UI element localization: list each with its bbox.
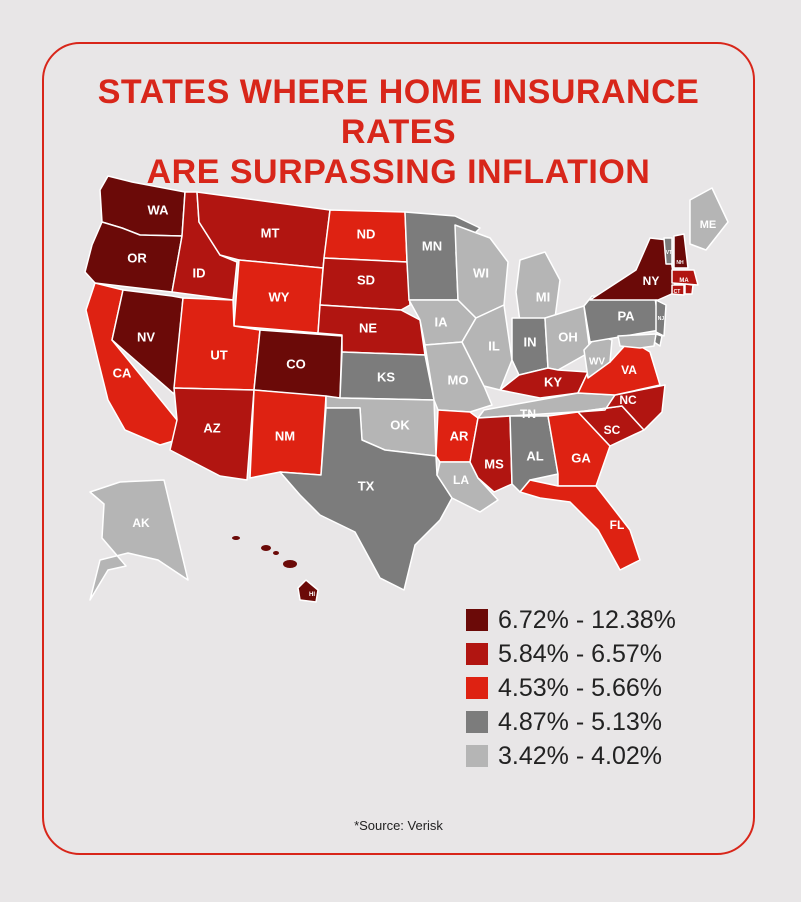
state-fl bbox=[519, 479, 641, 571]
legend-label: 6.72% - 12.38% bbox=[498, 605, 676, 634]
legend-label: 4.53% - 5.66% bbox=[498, 673, 662, 702]
state-label-me: ME bbox=[700, 219, 717, 231]
state-label-ne: NE bbox=[359, 321, 377, 336]
state-vt bbox=[663, 237, 673, 265]
hawaii-island bbox=[283, 560, 297, 568]
state-label-az: AZ bbox=[203, 421, 220, 436]
state-label-co: CO bbox=[286, 357, 306, 372]
state-label-va: VA bbox=[621, 363, 637, 377]
state-label-ak: AK bbox=[132, 516, 150, 530]
legend-item-tier1: 6.72% - 12.38% bbox=[466, 603, 676, 637]
state-label-ct: CT bbox=[674, 289, 681, 295]
state-mi bbox=[515, 251, 561, 323]
state-label-ga: GA bbox=[571, 451, 591, 466]
state-ny bbox=[589, 237, 677, 301]
state-label-nc: NC bbox=[619, 393, 637, 407]
state-me bbox=[689, 187, 729, 251]
state-label-mi: MI bbox=[536, 290, 550, 305]
state-oh bbox=[544, 305, 591, 371]
state-label-tn: TN bbox=[520, 407, 536, 421]
state-label-il: IL bbox=[488, 339, 500, 354]
state-label-nd: ND bbox=[357, 227, 376, 242]
legend-label: 5.84% - 6.57% bbox=[498, 639, 662, 668]
state-va bbox=[577, 339, 661, 396]
hawaii-island bbox=[273, 551, 279, 555]
legend-item-tier4: 4.87% - 5.13% bbox=[466, 705, 676, 739]
state-label-vt: VT bbox=[666, 250, 672, 256]
state-label-or: OR bbox=[127, 251, 147, 266]
state-label-ms: MS bbox=[484, 457, 504, 472]
state-label-al: AL bbox=[526, 449, 543, 464]
state-label-ky: KY bbox=[544, 375, 562, 390]
state-label-mn: MN bbox=[422, 239, 442, 254]
legend-swatch bbox=[466, 745, 488, 767]
legend-item-tier2: 5.84% - 6.57% bbox=[466, 637, 676, 671]
state-label-tx: TX bbox=[358, 479, 375, 494]
state-label-sc: SC bbox=[604, 423, 621, 437]
state-label-mo: MO bbox=[448, 373, 469, 388]
map-title: STATES WHERE HOME INSURANCE RATES ARE SU… bbox=[42, 72, 755, 192]
state-ak bbox=[89, 479, 189, 601]
state-ky bbox=[499, 367, 589, 399]
state-label-la: LA bbox=[453, 473, 469, 487]
state-label-ny: NY bbox=[643, 274, 660, 288]
state-label-nv: NV bbox=[137, 330, 155, 345]
state-label-wv: WV bbox=[589, 357, 605, 368]
state-label-ks: KS bbox=[377, 370, 395, 385]
hawaii-island bbox=[261, 545, 271, 551]
state-label-oh: OH bbox=[558, 330, 578, 345]
state-label-ar: AR bbox=[450, 429, 469, 444]
card-frame bbox=[42, 42, 755, 855]
legend-swatch bbox=[466, 711, 488, 733]
state-sd bbox=[319, 257, 411, 311]
state-label-ca: CA bbox=[113, 366, 132, 381]
state-label-nh: NH bbox=[676, 260, 684, 266]
legend-label: 3.42% - 4.02% bbox=[498, 741, 662, 770]
legend-item-tier5: 3.42% - 4.02% bbox=[466, 739, 676, 773]
title-line-2: ARE SURPASSING INFLATION bbox=[146, 153, 651, 191]
state-label-wy: WY bbox=[269, 290, 290, 305]
state-label-in: IN bbox=[524, 335, 537, 350]
state-tx bbox=[279, 407, 453, 591]
source-note: *Source: Verisk bbox=[354, 818, 443, 833]
state-label-id: ID bbox=[193, 266, 206, 281]
legend-swatch bbox=[466, 643, 488, 665]
legend-swatch bbox=[466, 677, 488, 699]
hawaii-island bbox=[232, 536, 240, 540]
state-label-wa: WA bbox=[148, 203, 170, 218]
title-line-1: STATES WHERE HOME INSURANCE RATES bbox=[97, 73, 700, 151]
state-label-ut: UT bbox=[210, 348, 227, 363]
state-label-sd: SD bbox=[357, 273, 375, 288]
state-ri bbox=[684, 283, 694, 295]
state-hi bbox=[297, 579, 319, 603]
state-label-ma: MA bbox=[679, 278, 689, 284]
state-ct bbox=[671, 284, 685, 296]
state-label-nm: NM bbox=[275, 429, 295, 444]
state-label-fl: FL bbox=[610, 518, 625, 532]
state-nh bbox=[673, 233, 689, 269]
state-label-pa: PA bbox=[617, 309, 635, 324]
state-md bbox=[617, 333, 657, 349]
legend-label: 4.87% - 5.13% bbox=[498, 707, 662, 736]
state-label-mt: MT bbox=[261, 226, 280, 241]
state-label-wi: WI bbox=[473, 266, 489, 281]
legend-item-tier3: 4.53% - 5.66% bbox=[466, 671, 676, 705]
state-label-ia: IA bbox=[435, 315, 449, 330]
state-nj bbox=[655, 299, 667, 337]
state-label-ok: OK bbox=[390, 418, 410, 433]
state-label-hi: HI bbox=[309, 592, 315, 598]
legend: 6.72% - 12.38% 5.84% - 6.57% 4.53% - 5.6… bbox=[466, 603, 676, 773]
state-label-nj: NJ bbox=[658, 316, 665, 322]
state-ma bbox=[671, 269, 699, 286]
state-nc bbox=[577, 384, 666, 431]
legend-swatch bbox=[466, 609, 488, 631]
